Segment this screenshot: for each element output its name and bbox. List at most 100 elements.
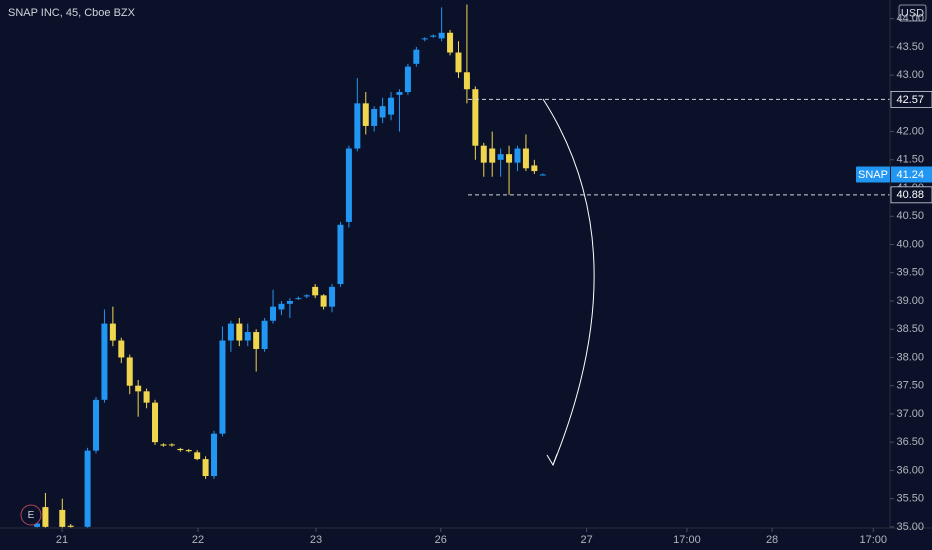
symbol-label-box	[856, 166, 890, 183]
currency[interactable]: USD	[901, 7, 924, 19]
candle-body	[143, 391, 150, 403]
candle-body	[455, 52, 462, 73]
candle-body	[514, 148, 521, 163]
candle-body	[362, 103, 369, 126]
price-label-box	[890, 90, 932, 108]
candle-body	[101, 323, 108, 400]
y-tick-label: 43.50	[896, 41, 924, 53]
candle-body	[34, 523, 41, 527]
candle-body	[126, 357, 133, 386]
candle-body	[152, 402, 159, 443]
y-tick-label: 38.50	[896, 323, 924, 335]
candle-body	[286, 300, 293, 304]
candle-body	[219, 340, 226, 434]
y-tick-label: 35.50	[896, 493, 924, 505]
x-tick-label: 17:00	[859, 534, 887, 546]
arrow	[542, 98, 595, 466]
y-tick-label: 37.00	[896, 408, 924, 420]
y-tick-label: 41.50	[896, 154, 924, 166]
x-tick-label: 27	[580, 534, 592, 546]
x-tick-label: 28	[766, 534, 778, 546]
y-tick-label: 37.50	[896, 380, 924, 392]
candle-body	[303, 295, 310, 297]
candle-body	[531, 165, 538, 172]
candle-body	[185, 450, 192, 452]
candle-body	[93, 399, 100, 451]
candle-body	[244, 332, 251, 341]
arrow-head	[546, 453, 558, 467]
y-tick-label: 43.00	[896, 69, 924, 81]
candle-body	[312, 286, 319, 296]
axes: 35.00 35.50 36.00 36.50 37.00 37.50 38.00 38.50…	[56, 13, 932, 546]
candle-body	[472, 89, 479, 146]
time-axis	[0, 528, 932, 550]
currency-box[interactable]	[898, 4, 927, 22]
last-price-label: 41.24	[896, 169, 924, 181]
symbol-label: SNAP	[858, 169, 888, 181]
candle-body	[42, 507, 49, 527]
x-tick-label: 23	[310, 534, 322, 546]
y-tick-label: 39.00	[896, 295, 924, 307]
y-tick-label: 38.00	[896, 351, 924, 363]
candle-body	[270, 306, 277, 321]
y-tick-label: 35.00	[896, 521, 924, 533]
y-tick-label: 40.50	[896, 210, 924, 222]
candle-body	[539, 174, 546, 176]
candle-body	[329, 286, 336, 307]
chart-title: SNAP INC, 45, Cboe BZX	[8, 7, 136, 19]
x-tick-label: 17:00	[673, 534, 701, 546]
candle-body	[67, 525, 74, 527]
candle-body	[227, 323, 234, 341]
candle-body	[396, 92, 403, 95]
candle-body	[430, 35, 437, 37]
candle-body	[522, 148, 529, 169]
candle-body	[463, 72, 470, 90]
x-tick-label: 21	[56, 534, 68, 546]
candle-body	[345, 148, 352, 222]
candle-body	[118, 340, 125, 358]
candle-body	[421, 38, 428, 40]
candle-body	[379, 106, 386, 118]
candle-body	[261, 320, 268, 349]
x-tick-label: 22	[192, 534, 204, 546]
candle-body	[278, 303, 285, 310]
candle-body	[447, 32, 454, 53]
y-tick-label: 36.00	[896, 464, 924, 476]
candle-body	[253, 332, 260, 349]
candle-body	[480, 145, 487, 163]
price-label: 42.57	[896, 94, 924, 106]
price-label: 40.88	[896, 189, 924, 201]
candle-body	[506, 154, 513, 163]
candle-body	[202, 459, 209, 477]
candle-body	[497, 154, 504, 160]
candle-body	[168, 444, 175, 446]
y-tick-label: 44.00	[896, 13, 924, 25]
x-tick-label: 26	[435, 534, 447, 546]
candle-body	[236, 323, 243, 341]
candle-body	[354, 103, 361, 149]
earnings-marker[interactable]	[20, 504, 42, 526]
candle-body	[320, 295, 327, 307]
last-price-box	[891, 166, 932, 183]
candle-body	[211, 433, 218, 477]
candle-body	[194, 452, 201, 460]
candle-body	[59, 509, 66, 527]
candle-body	[84, 450, 91, 527]
y-tick-label: 42.00	[896, 125, 924, 137]
candle-body	[489, 148, 496, 163]
candle-body	[388, 97, 395, 115]
candle-body	[177, 448, 184, 451]
candle-body	[109, 323, 116, 341]
y-tick-label: 39.50	[896, 267, 924, 279]
price-label-box	[890, 186, 932, 204]
candle-body	[413, 49, 420, 64]
plot-area	[34, 4, 890, 528]
candle-body	[438, 32, 445, 39]
y-tick-label: 40.00	[896, 238, 924, 250]
candle-body	[135, 385, 142, 392]
candle-body	[295, 298, 302, 300]
candle-body	[404, 66, 411, 93]
earnings-label[interactable]: E	[28, 510, 35, 521]
